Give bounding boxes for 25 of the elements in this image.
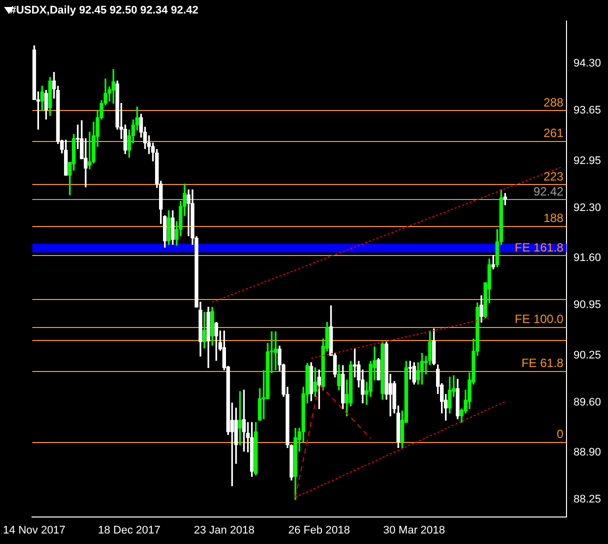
x-tick-label: 18 Dec 2017 (98, 524, 160, 536)
y-tick-label: 89.60 (573, 396, 602, 408)
y-tick-label: 93.65 (573, 104, 602, 117)
annotation: 223 (543, 169, 564, 184)
annotation: 0 (556, 427, 564, 442)
y-tick-label: 92.95 (573, 154, 602, 167)
x-tick-label: 14 Nov 2017 (3, 524, 66, 536)
chart-title: #USDX,Daily 92.45 92.50 92.34 92.42 (10, 4, 198, 17)
annotation: FE 161.8 (514, 240, 564, 255)
y-tick-label: 90.25 (573, 349, 602, 362)
y-tick-label: 88.90 (573, 446, 602, 459)
y-tick-label: 92.30 (573, 202, 602, 214)
y-tick-label: 94.30 (573, 58, 602, 70)
x-tick-label: 23 Jan 2018 (194, 524, 254, 536)
annotation: FE 61.8 (521, 356, 564, 370)
annotation: FE 100.0 (514, 312, 564, 326)
annotation: 288 (543, 95, 564, 110)
x-tick-label: 30 Mar 2018 (383, 524, 446, 536)
ref-line-label: 92.42 (533, 184, 564, 198)
y-tick-label: 90.95 (573, 299, 602, 312)
annotation: 188 (543, 211, 564, 226)
y-tick-label: 91.60 (573, 252, 602, 264)
annotation: 261 (543, 126, 564, 140)
y-tick-label: 88.25 (573, 494, 602, 506)
x-tick-label: 26 Feb 2018 (288, 524, 350, 536)
